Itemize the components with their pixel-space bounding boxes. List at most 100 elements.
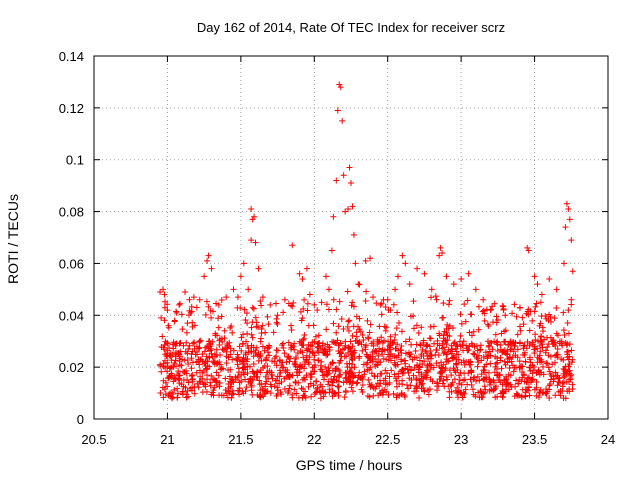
data-point [461,361,468,368]
data-point [309,339,316,346]
data-point [205,303,212,310]
data-point [173,309,180,316]
data-point [552,342,559,349]
data-point [527,354,533,361]
data-point [259,294,266,301]
data-point [568,371,575,378]
data-point [559,383,566,390]
data-point [349,343,356,350]
data-point [542,312,549,319]
data-point [169,351,176,358]
data-point [542,349,549,356]
data-point [543,315,550,322]
data-point [161,317,168,324]
data-point [254,391,261,398]
data-point [249,391,256,398]
data-point [203,388,210,395]
data-point [493,372,500,379]
data-point [358,374,365,381]
data-point [480,375,487,382]
data-point [477,346,484,353]
data-point [306,291,313,298]
data-point [525,247,532,254]
data-point [552,369,559,376]
data-point [276,367,283,374]
data-point [350,231,357,238]
data-point [536,355,543,362]
data-point [499,349,506,356]
data-point [346,164,353,171]
data-point [349,388,356,395]
y-tick-label: 0.08 [59,205,84,220]
data-point [176,355,183,362]
data-point [291,386,298,393]
data-point [215,324,222,331]
data-point [468,382,475,389]
data-point [523,310,530,317]
data-point [238,371,245,378]
data-point [524,375,531,382]
data-point [462,318,469,325]
data-point [481,376,488,383]
data-point [529,362,536,369]
data-point [543,359,550,366]
data-point [179,368,186,375]
data-point [394,341,401,348]
data-point [329,360,336,367]
data-point [449,355,456,362]
data-point [537,390,544,397]
data-point [210,358,217,365]
data-points [157,81,576,402]
data-point [349,299,356,306]
x-tick-label: 23.5 [522,432,547,447]
data-point [168,374,175,381]
data-point [441,383,448,390]
data-point [173,308,180,315]
x-tick-label: 21.5 [228,432,253,447]
data-point [318,366,325,373]
data-point [307,373,314,380]
data-point [456,338,463,345]
data-point [319,349,326,356]
data-point [373,348,380,355]
data-point [398,358,405,365]
data-point [439,380,446,387]
data-point [506,365,513,372]
data-point [171,375,178,382]
data-point [406,351,413,358]
data-point [158,314,165,321]
data-point [176,361,183,368]
data-point [162,379,169,386]
data-point [554,345,561,352]
data-point [416,379,423,386]
data-point [298,385,305,392]
data-point [510,340,517,347]
data-point [480,354,487,361]
data-point [385,391,392,398]
data-point [458,275,465,282]
data-point [177,339,184,346]
data-point [383,324,390,331]
data-point [531,308,538,315]
data-point [161,291,168,298]
data-point [367,255,374,262]
data-point [362,342,369,349]
data-point [236,387,243,394]
data-point [333,365,340,372]
data-point [240,358,247,365]
data-point [507,381,514,388]
data-point [240,260,247,267]
data-point [178,381,185,388]
data-point [320,387,327,394]
data-point [472,286,479,293]
data-point [316,388,323,395]
data-point [262,329,269,336]
data-point [230,286,237,293]
data-point [491,300,498,307]
data-point [175,390,182,397]
data-point [427,355,434,362]
data-point [329,382,336,389]
data-point [486,348,493,355]
data-point [490,319,497,326]
data-point [460,377,467,384]
